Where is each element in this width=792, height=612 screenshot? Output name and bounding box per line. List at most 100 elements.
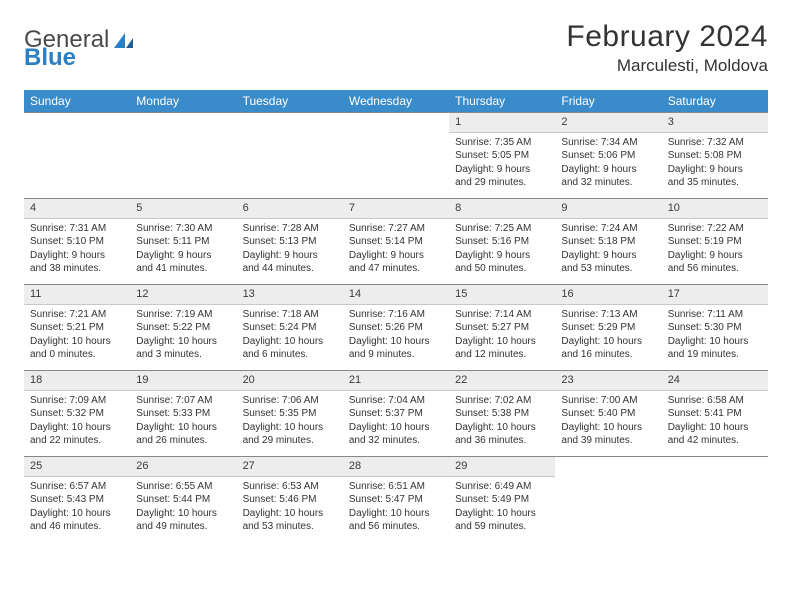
- day-details: Sunrise: 7:27 AMSunset: 5:14 PMDaylight:…: [343, 219, 449, 282]
- day-details: Sunrise: 6:49 AMSunset: 5:49 PMDaylight:…: [449, 477, 555, 540]
- calendar-day-cell: 5Sunrise: 7:30 AMSunset: 5:11 PMDaylight…: [130, 198, 236, 284]
- sunrise-text: Sunrise: 7:28 AM: [243, 222, 337, 236]
- daylight-text: Daylight: 10 hours and 56 minutes.: [349, 507, 443, 534]
- sunrise-text: Sunrise: 6:55 AM: [136, 480, 230, 494]
- sunrise-text: Sunrise: 6:53 AM: [243, 480, 337, 494]
- sunset-text: Sunset: 5:19 PM: [668, 235, 762, 249]
- daylight-text: Daylight: 10 hours and 0 minutes.: [30, 335, 124, 362]
- month-title: February 2024: [566, 20, 768, 54]
- weekday-header: Thursday: [449, 90, 555, 112]
- day-details: Sunrise: 7:02 AMSunset: 5:38 PMDaylight:…: [449, 391, 555, 454]
- day-details: Sunrise: 7:04 AMSunset: 5:37 PMDaylight:…: [343, 391, 449, 454]
- day-details: Sunrise: 7:00 AMSunset: 5:40 PMDaylight:…: [555, 391, 661, 454]
- daylight-text: Daylight: 10 hours and 39 minutes.: [561, 421, 655, 448]
- sunset-text: Sunset: 5:14 PM: [349, 235, 443, 249]
- calendar-day-cell: [237, 112, 343, 198]
- daylight-text: Daylight: 10 hours and 22 minutes.: [30, 421, 124, 448]
- title-block: February 2024 Marculesti, Moldova: [566, 20, 768, 76]
- day-details: Sunrise: 7:18 AMSunset: 5:24 PMDaylight:…: [237, 305, 343, 368]
- sunrise-text: Sunrise: 7:21 AM: [30, 308, 124, 322]
- sunrise-text: Sunrise: 7:18 AM: [243, 308, 337, 322]
- daylight-text: Daylight: 10 hours and 19 minutes.: [668, 335, 762, 362]
- sunrise-text: Sunrise: 7:14 AM: [455, 308, 549, 322]
- weekday-header: Sunday: [24, 90, 130, 112]
- calendar-week-row: 4 Sunrise: 7:31 AMSunset: 5:10 PM Daylight…: [24, 198, 768, 284]
- day-number: 21: [343, 371, 449, 390]
- day-details: Sunrise: 7:13 AMSunset: 5:29 PMDaylight:…: [555, 305, 661, 368]
- day-number: 8: [449, 199, 555, 218]
- day-details: Sunrise: 7:22 AMSunset: 5:19 PMDaylight:…: [662, 219, 768, 282]
- sunset-text: Sunset: 5:46 PM: [243, 493, 337, 507]
- day-details: Sunrise: 6:57 AMSunset: 5:43 PMDaylight:…: [24, 477, 130, 540]
- sunrise-text: Sunrise: 6:58 AM: [668, 394, 762, 408]
- daylight-text: Daylight: 10 hours and 26 minutes.: [136, 421, 230, 448]
- logo-text-blue: Blue: [24, 44, 76, 72]
- day-details: Sunrise: 6:51 AMSunset: 5:47 PMDaylight:…: [343, 477, 449, 540]
- calendar-day-cell: 26Sunrise: 6:55 AMSunset: 5:44 PMDayligh…: [130, 456, 236, 542]
- calendar-day-cell: [24, 112, 130, 198]
- day-number: 5: [130, 199, 236, 218]
- calendar-day-cell: 17Sunrise: 7:11 AMSunset: 5:30 PMDayligh…: [662, 284, 768, 370]
- calendar-day-cell: 18Sunrise: 7:09 AMSunset: 5:32 PMDayligh…: [24, 370, 130, 456]
- weekday-header-row: Sunday Monday Tuesday Wednesday Thursday…: [24, 90, 768, 112]
- day-number: 2: [555, 113, 661, 132]
- day-number: 24: [662, 371, 768, 390]
- day-number: 6: [237, 199, 343, 218]
- page-header: General February 2024 Marculesti, Moldov…: [24, 20, 768, 76]
- sunrise-text: Sunrise: 7:35 AM: [455, 136, 549, 150]
- sunrise-text: Sunrise: 7:25 AM: [455, 222, 549, 236]
- daylight-text: Daylight: 10 hours and 6 minutes.: [243, 335, 337, 362]
- day-details: Sunrise: 7:32 AMSunset: 5:08 PMDaylight:…: [662, 133, 768, 196]
- calendar-week-row: 25Sunrise: 6:57 AMSunset: 5:43 PMDayligh…: [24, 456, 768, 542]
- day-details: Sunrise: 6:55 AMSunset: 5:44 PMDaylight:…: [130, 477, 236, 540]
- sunset-text: Sunset: 5:16 PM: [455, 235, 549, 249]
- calendar-day-cell: 13Sunrise: 7:18 AMSunset: 5:24 PMDayligh…: [237, 284, 343, 370]
- calendar-table: Sunday Monday Tuesday Wednesday Thursday…: [24, 90, 768, 542]
- day-number: 25: [24, 457, 130, 476]
- day-number: 16: [555, 285, 661, 304]
- daylight-text: Daylight: 9 hours and 41 minutes.: [136, 249, 230, 276]
- sunset-text: Sunset: 5:21 PM: [30, 321, 124, 335]
- sunset-text: Sunset: 5:37 PM: [349, 407, 443, 421]
- sunrise-text: Sunrise: 6:49 AM: [455, 480, 549, 494]
- calendar-day-cell: 6Sunrise: 7:28 AMSunset: 5:13 PMDaylight…: [237, 198, 343, 284]
- calendar-day-cell: 28Sunrise: 6:51 AMSunset: 5:47 PMDayligh…: [343, 456, 449, 542]
- day-details: Sunrise: 7:09 AMSunset: 5:32 PMDaylight:…: [24, 391, 130, 454]
- day-number: 29: [449, 457, 555, 476]
- day-number: 19: [130, 371, 236, 390]
- day-number: 12: [130, 285, 236, 304]
- calendar-day-cell: 21Sunrise: 7:04 AMSunset: 5:37 PMDayligh…: [343, 370, 449, 456]
- calendar-day-cell: 27Sunrise: 6:53 AMSunset: 5:46 PMDayligh…: [237, 456, 343, 542]
- daylight-text: Daylight: 10 hours and 42 minutes.: [668, 421, 762, 448]
- day-number: 7: [343, 199, 449, 218]
- logo-sail-icon: [113, 31, 135, 49]
- sunrise-text: Sunrise: 6:51 AM: [349, 480, 443, 494]
- day-number: 17: [662, 285, 768, 304]
- sunrise-text: Sunrise: 7:31 AM: [30, 222, 124, 236]
- sunset-text: Sunset: 5:18 PM: [561, 235, 655, 249]
- day-number: 9: [555, 199, 661, 218]
- sunrise-text: Sunrise: 7:22 AM: [668, 222, 762, 236]
- sunrise-text: Sunrise: 7:24 AM: [561, 222, 655, 236]
- sunset-text: Sunset: 5:38 PM: [455, 407, 549, 421]
- calendar-day-cell: [662, 456, 768, 542]
- sunrise-text: Sunrise: 7:00 AM: [561, 394, 655, 408]
- daylight-text: Daylight: 10 hours and 53 minutes.: [243, 507, 337, 534]
- daylight-text: Daylight: 10 hours and 49 minutes.: [136, 507, 230, 534]
- sunset-text: Sunset: 5:10 PM: [30, 235, 124, 249]
- day-number: 18: [24, 371, 130, 390]
- day-number: 4: [24, 199, 130, 218]
- calendar-day-cell: [555, 456, 661, 542]
- day-details: Sunrise: 7:28 AMSunset: 5:13 PMDaylight:…: [237, 219, 343, 282]
- daylight-text: Daylight: 10 hours and 3 minutes.: [136, 335, 230, 362]
- day-details: Sunrise: 6:58 AMSunset: 5:41 PMDaylight:…: [662, 391, 768, 454]
- daylight-text: Daylight: 9 hours and 35 minutes.: [668, 163, 762, 190]
- sunset-text: Sunset: 5:08 PM: [668, 149, 762, 163]
- sunrise-text: Sunrise: 7:19 AM: [136, 308, 230, 322]
- sunset-text: Sunset: 5:11 PM: [136, 235, 230, 249]
- calendar-day-cell: 24Sunrise: 6:58 AMSunset: 5:41 PMDayligh…: [662, 370, 768, 456]
- calendar-day-cell: 2Sunrise: 7:34 AMSunset: 5:06 PMDaylight…: [555, 112, 661, 198]
- calendar-week-row: 18Sunrise: 7:09 AMSunset: 5:32 PMDayligh…: [24, 370, 768, 456]
- sunset-text: Sunset: 5:27 PM: [455, 321, 549, 335]
- daylight-text: Daylight: 10 hours and 12 minutes.: [455, 335, 549, 362]
